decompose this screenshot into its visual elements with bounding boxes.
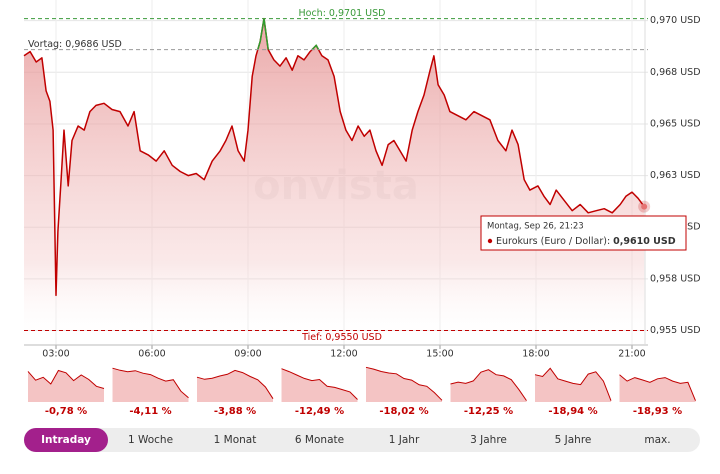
y-tick-label: 0,968 USD bbox=[650, 67, 701, 78]
tab[interactable]: 1 Monat bbox=[214, 434, 257, 446]
spark-area bbox=[366, 367, 442, 402]
change-label: -4,11 % bbox=[129, 406, 171, 417]
reference-label: Tief: 0,9550 USD bbox=[301, 332, 382, 343]
change-label: -12,25 % bbox=[464, 406, 513, 417]
y-tick-label: 0,970 USD bbox=[650, 15, 701, 26]
change-label: -18,94 % bbox=[548, 406, 597, 417]
spark-line bbox=[281, 368, 358, 400]
tab-bar bbox=[24, 428, 700, 452]
x-tick-label: 21:00 bbox=[618, 349, 645, 360]
change-label: -0,78 % bbox=[45, 406, 87, 417]
spark-area bbox=[112, 368, 189, 402]
x-tick-label: 03:00 bbox=[42, 349, 69, 360]
tab-label[interactable]: 5 Jahre bbox=[555, 434, 592, 446]
tab[interactable]: max. bbox=[644, 434, 670, 446]
spark-line bbox=[450, 369, 527, 401]
x-tick-label: 18:00 bbox=[522, 349, 549, 360]
spark-line bbox=[196, 369, 274, 399]
x-tick-label: 06:00 bbox=[138, 349, 165, 360]
x-tick-label: 12:00 bbox=[330, 349, 357, 360]
x-tick-label: 09:00 bbox=[234, 349, 261, 360]
y-tick-label: 0,955 USD bbox=[650, 325, 701, 336]
spark-line bbox=[27, 369, 105, 389]
reference-label: Vortag: 0,9686 USD bbox=[28, 39, 122, 50]
price-line-above bbox=[257, 18, 320, 50]
tooltip-value: 0,9610 USD bbox=[613, 236, 676, 247]
tooltip-label: Eurokurs (Euro / Dollar): 0,9610 USD bbox=[496, 236, 676, 247]
tab[interactable]: 6 Monate bbox=[295, 434, 344, 446]
tab-label[interactable]: 1 Jahr bbox=[389, 434, 420, 446]
spark-area bbox=[197, 370, 273, 402]
spark-area bbox=[619, 374, 696, 402]
tooltip-dot bbox=[487, 238, 493, 244]
tab-label[interactable]: 6 Monate bbox=[295, 434, 344, 446]
spark-line bbox=[365, 366, 443, 401]
spark-line bbox=[619, 374, 696, 401]
tooltip-title: Montag, Sep 26, 21:23 bbox=[487, 222, 584, 232]
y-tick-label: 0,965 USD bbox=[650, 118, 701, 129]
tab[interactable]: 1 Jahr bbox=[389, 434, 420, 446]
spark-area bbox=[535, 368, 611, 402]
spark-line bbox=[112, 367, 189, 399]
tab-label[interactable]: 1 Woche bbox=[128, 434, 173, 446]
tooltip: Montag, Sep 26, 21:23 Eurokurs (Euro / Do… bbox=[480, 215, 687, 251]
spark-area bbox=[28, 370, 104, 402]
y-tick-label: 0,958 USD bbox=[650, 273, 701, 284]
tab-label[interactable]: Intraday bbox=[41, 434, 91, 446]
change-label: -18,93 % bbox=[633, 406, 682, 417]
spark-line bbox=[534, 367, 612, 401]
spark-area bbox=[450, 369, 527, 402]
change-label: -18,02 % bbox=[379, 406, 428, 417]
reference-label: Hoch: 0,9701 USD bbox=[299, 8, 386, 19]
tab-active-bg[interactable] bbox=[24, 428, 108, 452]
tooltip-box bbox=[480, 215, 687, 251]
end-point bbox=[641, 203, 648, 210]
y-tick-label: 0,963 USD bbox=[650, 170, 701, 181]
tab[interactable]: 5 Jahre bbox=[555, 434, 592, 446]
tab-label[interactable]: max. bbox=[644, 434, 670, 446]
area-fill bbox=[24, 18, 645, 345]
tab[interactable]: 1 Woche bbox=[128, 434, 173, 446]
tab-label[interactable]: 1 Monat bbox=[214, 434, 257, 446]
tab[interactable]: 3 Jahre bbox=[470, 434, 507, 446]
tooltip-series: Eurokurs (Euro / Dollar): bbox=[496, 236, 610, 247]
change-label: -12,49 % bbox=[295, 406, 344, 417]
tab[interactable]: Intraday bbox=[24, 428, 108, 452]
tab-label[interactable]: 3 Jahre bbox=[470, 434, 507, 446]
change-label: -3,88 % bbox=[214, 406, 256, 417]
x-tick-label: 15:00 bbox=[426, 349, 453, 360]
